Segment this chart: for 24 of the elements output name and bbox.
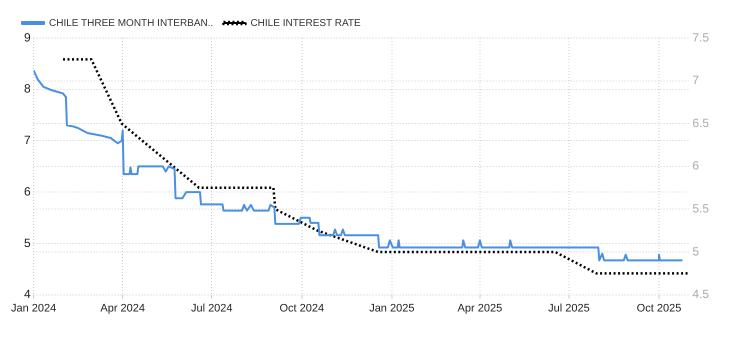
x-tick-label: Jan 2025 [369,302,414,314]
y-tick-label: 4 [24,287,31,302]
x-tick-label: Apr 2024 [100,302,146,314]
legend-label: CHILE THREE MONTH INTERBAN.. [49,18,214,29]
y2-tick-label: 7 [692,73,700,88]
y2-tick-label: 5 [692,244,700,258]
legend-label: CHILE INTEREST RATE [250,18,361,29]
y2-tick-label: 4.5 [692,287,710,302]
x-tick-label: Jul 2025 [548,302,590,314]
y2-tick-label: 7.5 [692,30,710,44]
y-tick-label: 7 [24,133,31,148]
y-tick-label: 8 [24,82,31,96]
x-tick-label: Jan 2024 [11,302,56,314]
x-tick-label: Apr 2025 [458,302,502,314]
y-tick-label: 6 [24,184,31,198]
y2-tick-label: 5.5 [692,202,710,216]
x-tick-label: Jul 2024 [190,302,233,314]
y2-tick-label: 6.5 [692,116,710,130]
x-tick-label: Oct 2024 [279,302,324,314]
y2-tick-label: 6 [692,158,700,173]
y-tick-label: 5 [24,236,31,250]
x-tick-label: Oct 2025 [636,302,682,314]
line-series [62,58,690,275]
y-tick-label: 9 [24,30,31,44]
